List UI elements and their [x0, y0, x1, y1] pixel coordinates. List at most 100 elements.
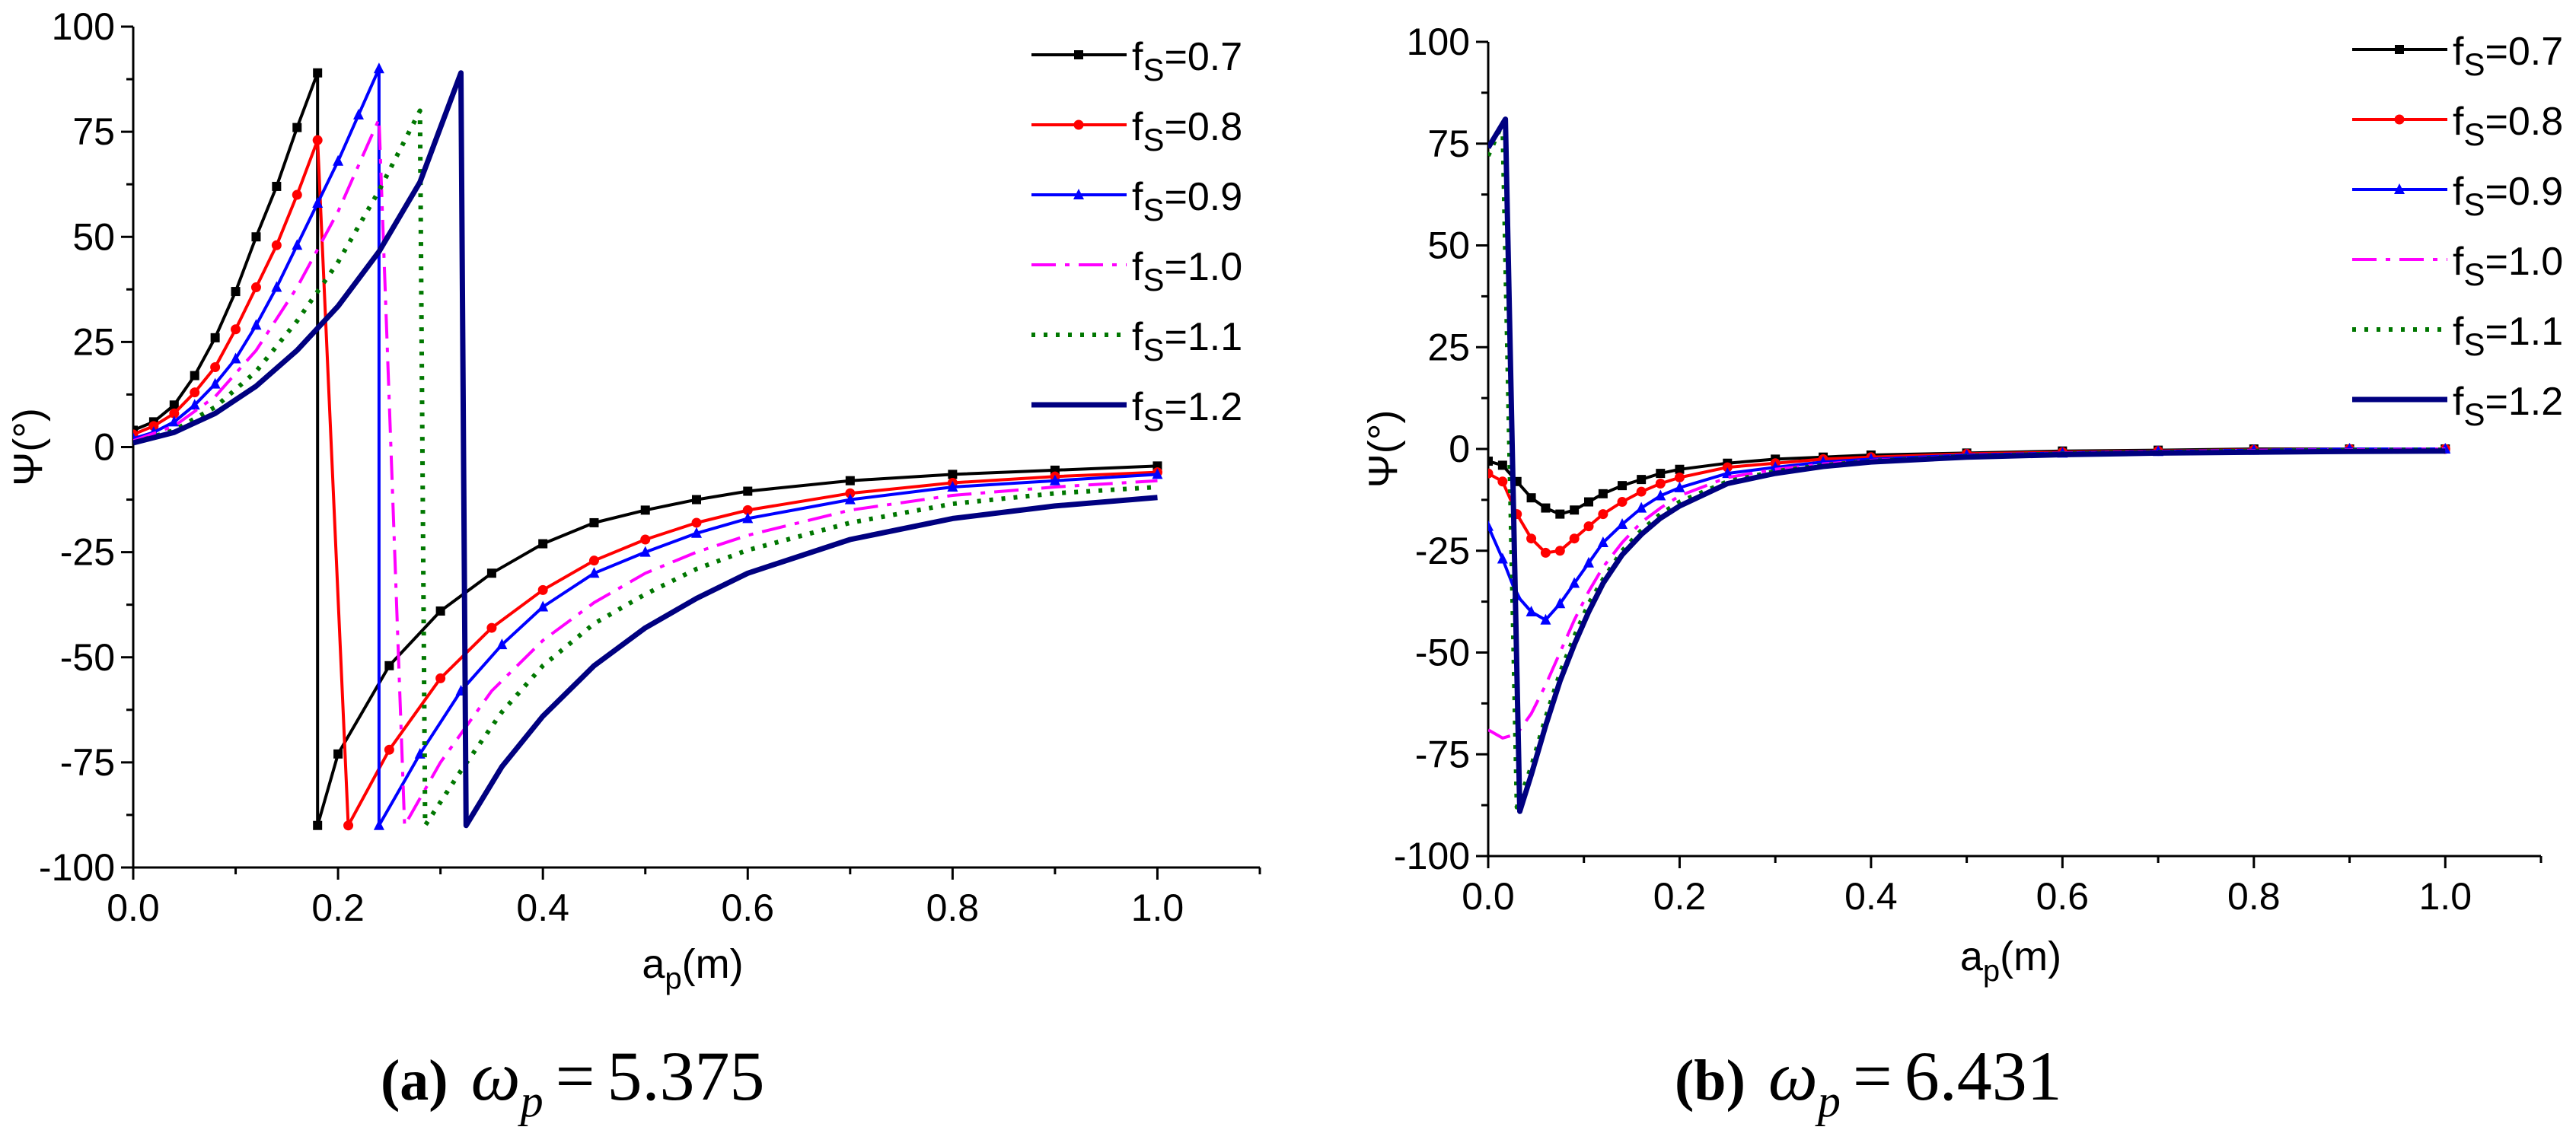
data-point	[1540, 613, 1551, 625]
data-point	[1674, 472, 1685, 482]
panel-caption: (b) ωp = 6.431	[1675, 1037, 2062, 1126]
data-point	[538, 539, 548, 549]
data-point	[231, 287, 241, 297]
data-point	[190, 387, 200, 398]
x-tick-label: 0.6	[722, 887, 775, 929]
data-point	[1497, 460, 1507, 470]
legend-label: fS=0.8	[1132, 105, 1242, 158]
legend: fS=0.7 fS=0.8 fS=0.9 fS=1.0 fS=1.1 fS=1.2	[2352, 30, 2563, 432]
data-point	[588, 567, 600, 578]
series-fs=0.8	[133, 135, 1162, 831]
x-tick-label: 0.0	[1462, 875, 1515, 918]
legend-item: fS=1.0	[1031, 245, 1242, 298]
series-line	[1488, 447, 2446, 622]
data-point	[1541, 503, 1551, 513]
data-point	[1617, 497, 1628, 508]
axes: 0.0 0.2 0.4 0.6 0.8 1.0 -100 -75 -50 -25 0 25 50 75 10…	[5, 5, 1261, 995]
data-point	[1598, 509, 1608, 520]
data-point	[1584, 497, 1594, 507]
y-axis-title: Ψ(°)	[1360, 410, 1406, 489]
data-point	[333, 154, 344, 166]
x-tick-label: 0.8	[926, 887, 980, 929]
data-point	[947, 480, 958, 492]
legend-item: fS=0.7	[2352, 30, 2563, 82]
data-point	[1488, 520, 1494, 531]
series-fs=1.2	[1488, 116, 2446, 814]
data-point	[1569, 577, 1580, 588]
data-point	[189, 399, 200, 410]
y-tick-label: -25	[60, 531, 115, 574]
legend-label: fS=0.7	[2453, 30, 2563, 82]
legend-label: fS=0.9	[2453, 170, 2563, 222]
legend-label: fS=0.9	[1132, 175, 1242, 228]
x-tick-label: 0.2	[1653, 875, 1707, 918]
x-tick-label: 0.4	[516, 887, 569, 929]
data-point	[1722, 467, 1733, 479]
data-point	[589, 517, 599, 527]
data-point	[496, 638, 508, 650]
data-point	[486, 622, 497, 633]
data-point	[1617, 517, 1628, 529]
series-line	[1488, 447, 2446, 555]
y-tick-label: 100	[52, 5, 115, 48]
y-tick-label: 50	[72, 215, 115, 258]
series-line	[1488, 447, 2446, 740]
data-point	[210, 333, 220, 342]
data-point	[1526, 533, 1537, 544]
data-point	[231, 324, 241, 335]
legend-marker	[2394, 114, 2405, 125]
legend-item: fS=0.8	[1031, 105, 1242, 158]
y-axis-title: Ψ(°)	[5, 408, 51, 486]
data-point	[1554, 597, 1566, 609]
legend-item: fS=0.9	[2352, 170, 2563, 222]
data-point	[588, 555, 599, 566]
legend: fS=0.7 fS=0.8 fS=0.9 fS=1.0 fS=1.1 fS=1.2	[1031, 35, 1242, 438]
y-tick-label: -75	[60, 741, 115, 784]
series-fs=1.1	[133, 108, 1158, 828]
data-point	[230, 352, 241, 364]
x-tick-label: 0.2	[311, 887, 365, 929]
data-point	[1555, 509, 1565, 519]
data-point	[845, 476, 855, 485]
data-point	[639, 546, 651, 557]
data-point	[251, 232, 261, 242]
series-line	[133, 67, 1158, 827]
data-point	[313, 68, 323, 78]
data-point	[312, 135, 323, 145]
data-point	[190, 371, 199, 380]
data-point	[292, 189, 302, 200]
x-tick-label: 0.4	[1844, 875, 1898, 918]
legend-item: fS=1.1	[1031, 315, 1242, 368]
data-point	[1569, 533, 1580, 544]
data-point	[1637, 475, 1647, 485]
data-point	[640, 534, 651, 545]
series-fs=0.8	[1488, 444, 2450, 558]
data-point	[1526, 606, 1537, 616]
series-fs=1.0	[133, 117, 1158, 827]
data-point	[845, 488, 856, 498]
y-tick-label: 25	[1427, 326, 1470, 368]
legend-marker	[1074, 50, 1083, 59]
legend-item: fS=0.9	[1031, 175, 1242, 228]
data-point	[1598, 489, 1608, 498]
legend-label: fS=1.0	[1132, 245, 1242, 298]
data-point	[1636, 486, 1647, 497]
plot-area	[133, 62, 1163, 831]
legend-item: fS=1.2	[1031, 385, 1242, 438]
data-point	[844, 493, 856, 505]
data-point	[692, 495, 701, 505]
data-point	[1636, 501, 1647, 513]
legend-item: fS=0.8	[2352, 100, 2563, 152]
series-fs=0.7	[133, 68, 1162, 830]
y-tick-label: 75	[72, 110, 115, 153]
legend-item: fS=1.2	[2352, 380, 2563, 432]
data-point	[1675, 464, 1685, 474]
series-fs=1.0	[1488, 447, 2446, 740]
x-axis-title: ap(m)	[1960, 934, 2061, 988]
panel-b: 0.0 0.2 0.4 0.6 0.8 1.0 -100 -75 -50 -25 0 25 50 75 10…	[1360, 21, 2563, 1126]
data-point	[272, 181, 282, 191]
data-point	[271, 281, 282, 292]
data-point	[292, 239, 303, 250]
data-point	[1655, 478, 1666, 489]
